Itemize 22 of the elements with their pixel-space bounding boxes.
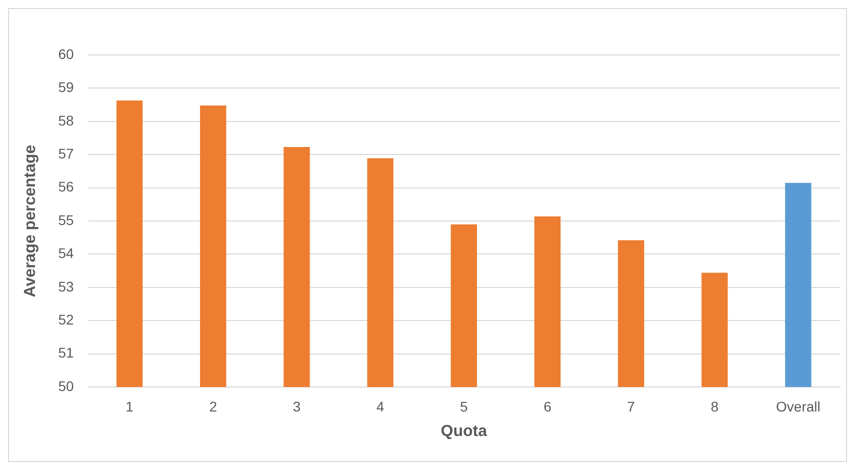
- y-tick-label: 50: [58, 378, 74, 394]
- x-tick-label: 7: [627, 398, 636, 414]
- y-tick-label: 51: [58, 344, 74, 361]
- y-tick-label: 58: [58, 112, 74, 128]
- x-tick-label: 2: [209, 398, 218, 414]
- x-tick-label: 6: [544, 398, 552, 414]
- y-tick-label: 55: [58, 212, 74, 228]
- y-tick-label: 60: [58, 46, 74, 62]
- x-axis-title: Quota: [440, 422, 488, 440]
- x-tick-label: 5: [460, 398, 468, 414]
- x-tick-label: 1: [126, 398, 134, 414]
- y-tick-label: 56: [58, 178, 74, 195]
- y-tick-label: 59: [58, 79, 74, 96]
- x-tick-label: 8: [710, 398, 719, 414]
- y-tick-label: 53: [58, 278, 74, 294]
- y-axis-title: Average percentage: [22, 144, 40, 298]
- x-tick-label: 4: [376, 398, 384, 414]
- x-tick-label: Overall: [776, 398, 820, 414]
- x-tick-label: 3: [292, 398, 301, 414]
- y-tick-label: 52: [58, 311, 74, 328]
- y-tick-label: 57: [58, 145, 74, 162]
- y-tick-label: 54: [58, 245, 74, 262]
